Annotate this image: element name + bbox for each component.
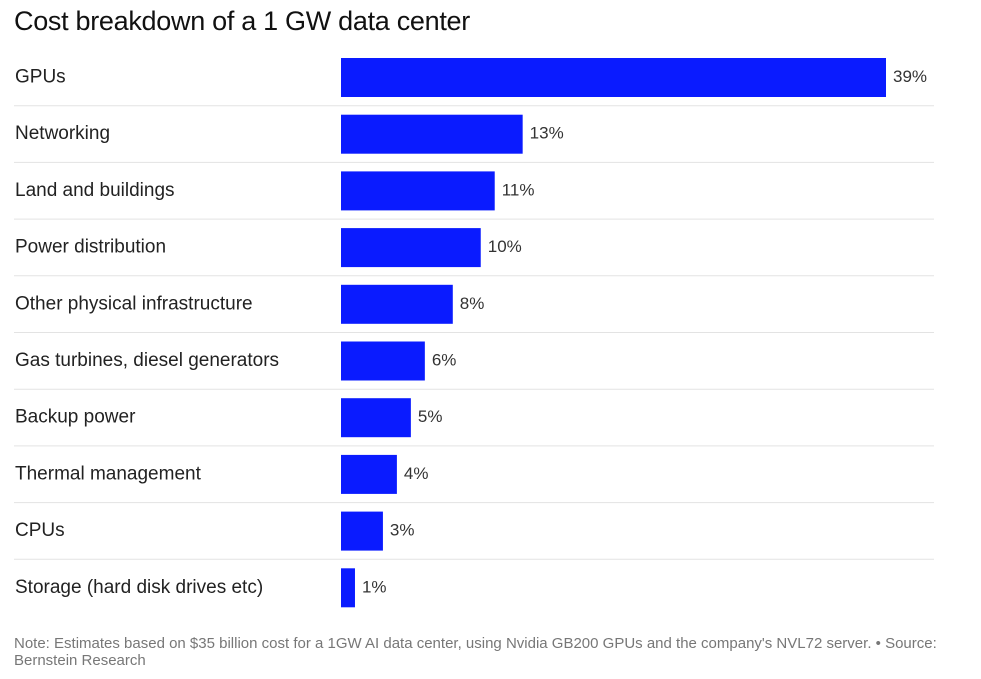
value-label: 8% xyxy=(460,294,485,313)
chart-title: Cost breakdown of a 1 GW data center xyxy=(14,6,470,36)
bar xyxy=(341,58,886,97)
category-label: Other physical infrastructure xyxy=(15,293,253,314)
bar xyxy=(341,511,383,551)
value-label: 4% xyxy=(404,464,429,483)
value-label: 3% xyxy=(390,521,415,540)
category-label: Land and buildings xyxy=(15,180,175,201)
bar xyxy=(341,341,425,381)
category-label: Gas turbines, diesel generators xyxy=(15,350,279,371)
category-label: Backup power xyxy=(15,407,136,428)
bar xyxy=(341,114,523,154)
category-label: Power distribution xyxy=(15,237,166,258)
category-label: CPUs xyxy=(15,520,65,541)
category-label: GPUs xyxy=(15,67,66,88)
value-label: 11% xyxy=(502,180,535,199)
value-label: 39% xyxy=(893,67,927,86)
bar xyxy=(341,284,453,324)
category-label: Storage (hard disk drives etc) xyxy=(15,577,263,598)
category-label: Thermal management xyxy=(15,463,202,484)
value-label: 10% xyxy=(488,237,522,256)
value-label: 5% xyxy=(418,407,443,426)
bar xyxy=(341,398,411,438)
value-label: 6% xyxy=(432,350,457,369)
bar xyxy=(341,228,481,268)
bar xyxy=(341,171,495,211)
chart-note: Note: Estimates based on $35 billion cos… xyxy=(14,635,937,669)
bar xyxy=(341,454,397,494)
value-label: 1% xyxy=(362,577,387,596)
value-label: 13% xyxy=(530,124,564,143)
category-label: Networking xyxy=(15,123,110,144)
bar xyxy=(341,568,355,608)
